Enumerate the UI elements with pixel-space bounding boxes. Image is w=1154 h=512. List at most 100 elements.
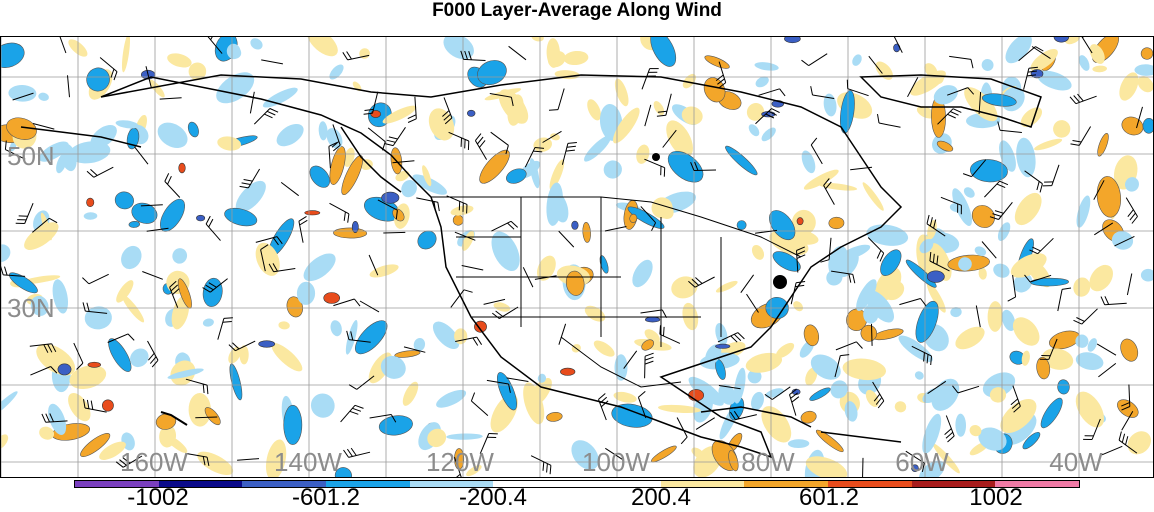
wind-barb bbox=[984, 181, 1008, 197]
contour-blob bbox=[628, 256, 657, 290]
contour-core bbox=[88, 362, 101, 367]
wind-barb bbox=[1071, 127, 1091, 146]
colorbar-tick-label: -200.4 bbox=[443, 484, 543, 512]
wind-barb bbox=[360, 301, 379, 312]
wind-barb bbox=[644, 159, 664, 177]
contour-core bbox=[784, 37, 800, 43]
lon-label-160w: 160W bbox=[109, 447, 199, 478]
contour-blob bbox=[865, 222, 910, 249]
wind-barb bbox=[142, 272, 163, 280]
contour-blob bbox=[850, 53, 863, 68]
contour-blob bbox=[1057, 379, 1070, 394]
contour-blob bbox=[612, 77, 631, 108]
contour-blob bbox=[991, 261, 1012, 280]
contour-core bbox=[560, 368, 575, 375]
contour-blob bbox=[216, 135, 242, 152]
wind-barb bbox=[854, 458, 863, 477]
contour-blob bbox=[1021, 350, 1031, 366]
contour-blob bbox=[153, 117, 192, 153]
contour-blob bbox=[299, 248, 341, 286]
wind-barb bbox=[642, 69, 659, 90]
contour-blob bbox=[549, 132, 561, 141]
contour-blob bbox=[1143, 118, 1153, 133]
contour-blob bbox=[1092, 65, 1107, 72]
contour-blob bbox=[860, 180, 886, 212]
contour-blob bbox=[600, 157, 626, 183]
wind-barb bbox=[281, 182, 299, 195]
map-canvas bbox=[1, 37, 1153, 477]
wind-barb bbox=[507, 378, 529, 382]
contour-blob bbox=[1123, 427, 1153, 460]
wind-barb bbox=[821, 238, 832, 262]
wind-barb bbox=[341, 405, 364, 422]
contour-blob bbox=[747, 122, 762, 138]
wind-barb bbox=[1097, 344, 1116, 355]
contour-blob bbox=[104, 335, 135, 374]
contour-blob bbox=[1, 432, 11, 452]
contour-core bbox=[689, 389, 704, 401]
colorbar-tick-label: 601.2 bbox=[779, 484, 879, 512]
contour-blob bbox=[598, 255, 610, 275]
wind-barb bbox=[1127, 274, 1131, 296]
contour-blob bbox=[307, 390, 338, 422]
contour-blob bbox=[37, 92, 50, 103]
colorbar-tick-label: -601.2 bbox=[276, 484, 376, 512]
map-title: F000 Layer-Average Along Wind bbox=[0, 0, 1154, 30]
contour-blob bbox=[1141, 269, 1153, 282]
wind-barb bbox=[160, 98, 182, 99]
wind-barb bbox=[836, 342, 863, 350]
wind-barb bbox=[195, 417, 217, 418]
contour-blob bbox=[1139, 46, 1153, 62]
wind-barb bbox=[802, 54, 828, 66]
wind-barb bbox=[1074, 309, 1098, 324]
contour-blob bbox=[591, 337, 617, 359]
lon-label-60w: 60W bbox=[877, 447, 967, 478]
wind-barb bbox=[68, 75, 70, 97]
contour-blob bbox=[302, 37, 342, 61]
contour-core bbox=[102, 400, 113, 411]
contour-blob bbox=[306, 162, 334, 191]
wind-barb bbox=[206, 216, 220, 241]
lon-label-100w: 100W bbox=[571, 447, 661, 478]
wind-barb bbox=[899, 299, 926, 306]
contour-blob bbox=[120, 37, 131, 73]
contour-blob bbox=[1052, 119, 1071, 138]
contour-blob bbox=[450, 204, 475, 218]
wind-barb bbox=[135, 147, 149, 164]
lon-label-40w: 40W bbox=[1031, 447, 1121, 478]
contour-core bbox=[179, 163, 186, 173]
lon-label-140w: 140W bbox=[263, 447, 353, 478]
wind-barb bbox=[254, 109, 278, 125]
contour-core bbox=[305, 211, 320, 215]
contour-blob bbox=[1037, 395, 1066, 431]
contour-blob bbox=[651, 99, 666, 117]
contour-blob bbox=[1070, 387, 1110, 433]
lon-label-80w: 80W bbox=[723, 447, 813, 478]
contour-blob bbox=[1134, 64, 1153, 76]
contour-blob bbox=[394, 349, 420, 358]
contour-blob bbox=[1117, 336, 1141, 364]
contour-core bbox=[58, 364, 71, 375]
wind-barb bbox=[1058, 288, 1071, 311]
wind-barb bbox=[759, 89, 786, 96]
wind-barb bbox=[747, 294, 759, 312]
contour-blob bbox=[1074, 194, 1093, 229]
contour-blob bbox=[754, 61, 779, 72]
contour-blob bbox=[318, 121, 328, 141]
wind-barb bbox=[1126, 198, 1137, 224]
contour-blob bbox=[1119, 114, 1146, 138]
contour-blob bbox=[492, 301, 511, 314]
contour-blob bbox=[735, 219, 748, 232]
wind-barb bbox=[261, 60, 283, 64]
contour-blob bbox=[995, 220, 1012, 242]
wind-barb bbox=[82, 274, 108, 284]
contour-blob bbox=[84, 212, 98, 220]
contour-blob bbox=[582, 222, 591, 243]
contour-blob bbox=[378, 414, 414, 438]
wind-barb bbox=[741, 275, 754, 293]
contour-blob bbox=[979, 57, 996, 74]
contour-core bbox=[259, 341, 275, 348]
contour-blob bbox=[170, 246, 189, 265]
contour-blob bbox=[424, 104, 459, 144]
contour-blob bbox=[64, 389, 96, 425]
